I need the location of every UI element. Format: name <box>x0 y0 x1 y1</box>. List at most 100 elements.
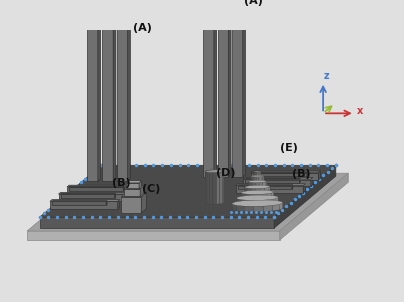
Polygon shape <box>217 172 220 204</box>
Polygon shape <box>102 0 116 1</box>
Polygon shape <box>126 192 128 201</box>
Polygon shape <box>67 187 135 194</box>
Polygon shape <box>259 172 261 176</box>
Polygon shape <box>251 171 320 173</box>
Polygon shape <box>122 197 141 213</box>
Polygon shape <box>282 202 283 209</box>
Polygon shape <box>258 171 259 176</box>
Polygon shape <box>249 194 255 200</box>
Polygon shape <box>242 193 244 199</box>
Polygon shape <box>213 172 217 204</box>
Polygon shape <box>252 177 254 182</box>
Polygon shape <box>237 205 244 212</box>
Polygon shape <box>243 0 246 177</box>
Text: z: z <box>324 71 330 81</box>
Polygon shape <box>268 187 270 193</box>
Polygon shape <box>209 170 213 202</box>
Polygon shape <box>59 192 128 194</box>
Polygon shape <box>207 170 209 202</box>
Polygon shape <box>279 203 283 210</box>
Polygon shape <box>261 195 268 201</box>
Polygon shape <box>274 196 278 202</box>
Polygon shape <box>61 193 116 194</box>
Polygon shape <box>222 171 224 203</box>
Polygon shape <box>259 171 260 176</box>
Polygon shape <box>113 0 116 181</box>
Polygon shape <box>258 172 259 177</box>
Polygon shape <box>261 194 267 200</box>
Polygon shape <box>238 185 292 189</box>
Polygon shape <box>61 194 115 198</box>
Polygon shape <box>126 183 139 188</box>
Polygon shape <box>273 204 279 211</box>
Polygon shape <box>271 200 278 206</box>
Polygon shape <box>259 177 261 182</box>
Polygon shape <box>240 200 246 206</box>
Polygon shape <box>255 194 261 200</box>
Polygon shape <box>67 185 137 187</box>
Polygon shape <box>253 173 307 176</box>
Polygon shape <box>214 0 217 177</box>
Polygon shape <box>268 195 274 201</box>
Polygon shape <box>220 170 222 202</box>
Polygon shape <box>248 181 250 187</box>
Polygon shape <box>50 200 120 201</box>
Polygon shape <box>237 199 240 205</box>
Polygon shape <box>207 172 210 204</box>
Polygon shape <box>237 197 240 203</box>
Polygon shape <box>236 184 305 185</box>
Polygon shape <box>261 200 271 206</box>
Polygon shape <box>59 194 126 201</box>
Polygon shape <box>252 175 254 181</box>
Polygon shape <box>98 0 101 181</box>
Polygon shape <box>122 192 146 197</box>
Polygon shape <box>118 200 120 209</box>
Polygon shape <box>236 185 303 193</box>
Text: (A): (A) <box>133 23 152 33</box>
Polygon shape <box>232 203 233 210</box>
Polygon shape <box>267 193 271 199</box>
Polygon shape <box>245 179 299 183</box>
Polygon shape <box>268 186 270 192</box>
Polygon shape <box>117 3 126 10</box>
Polygon shape <box>50 201 118 209</box>
Polygon shape <box>265 182 266 187</box>
Polygon shape <box>117 0 130 1</box>
Polygon shape <box>303 184 305 193</box>
Polygon shape <box>206 171 207 203</box>
Polygon shape <box>270 199 276 205</box>
Polygon shape <box>243 177 313 179</box>
Polygon shape <box>261 188 265 194</box>
Polygon shape <box>307 172 308 176</box>
Polygon shape <box>244 206 254 212</box>
Polygon shape <box>216 170 220 201</box>
Polygon shape <box>250 185 254 191</box>
Polygon shape <box>232 200 283 206</box>
Polygon shape <box>206 172 207 204</box>
Polygon shape <box>254 172 255 176</box>
Polygon shape <box>27 173 348 231</box>
Polygon shape <box>265 181 266 186</box>
Polygon shape <box>27 231 280 240</box>
Polygon shape <box>250 181 252 186</box>
Polygon shape <box>228 0 231 177</box>
Polygon shape <box>232 202 236 209</box>
Polygon shape <box>203 0 214 177</box>
Polygon shape <box>318 171 320 180</box>
Polygon shape <box>123 186 124 191</box>
Text: (D): (D) <box>216 168 235 178</box>
Polygon shape <box>251 176 252 182</box>
Polygon shape <box>88 1 99 3</box>
Polygon shape <box>266 191 271 196</box>
Polygon shape <box>254 171 261 172</box>
Polygon shape <box>220 172 222 204</box>
Polygon shape <box>103 3 112 10</box>
Text: x: x <box>356 106 363 116</box>
Polygon shape <box>40 217 274 228</box>
Polygon shape <box>251 176 252 182</box>
Polygon shape <box>259 185 264 191</box>
Polygon shape <box>271 192 274 198</box>
Polygon shape <box>115 193 116 198</box>
Polygon shape <box>257 172 258 177</box>
Polygon shape <box>245 178 301 179</box>
